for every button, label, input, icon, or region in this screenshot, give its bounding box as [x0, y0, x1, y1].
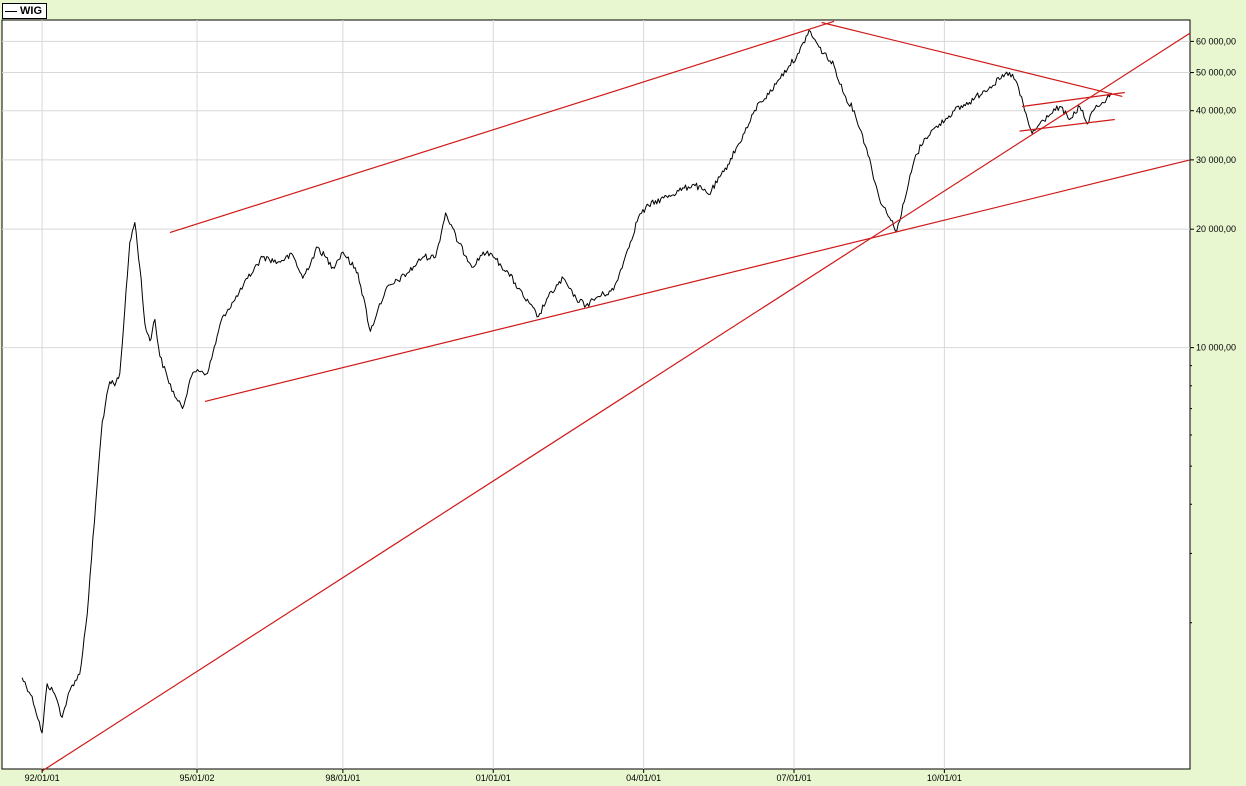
series-layer: [21, 29, 1113, 734]
x-tick-label: 10/01/01: [927, 773, 962, 783]
y-tick-label: 30 000,00: [1196, 155, 1236, 165]
x-tick-label: 98/01/01: [325, 773, 360, 783]
legend-label: WIG: [20, 5, 42, 17]
x-tick-label: 01/01/01: [476, 773, 511, 783]
x-tick-label: 95/01/02: [179, 773, 214, 783]
x-tick-label: 92/01/01: [25, 773, 60, 783]
trendline: [41, 32, 1191, 772]
y-tick-label: 50 000,00: [1196, 68, 1236, 78]
trendline: [169, 20, 835, 234]
trendline-layer: [41, 20, 1191, 772]
trendline: [1022, 91, 1125, 108]
x-tick-label: 07/01/01: [776, 773, 811, 783]
plot-area: [1, 19, 1191, 770]
y-axis: 10 000,00 20 000,00 30 000,00 40 000,00 50 0…: [1190, 36, 1236, 624]
y-tick-label: 20 000,00: [1196, 224, 1236, 234]
y-tick-label: 10 000,00: [1196, 343, 1236, 353]
legend: WIG: [2, 3, 47, 19]
y-tick-label: 60 000,00: [1196, 36, 1236, 46]
trendline: [204, 159, 1191, 402]
legend-swatch: [5, 10, 17, 12]
trendline: [821, 21, 1123, 97]
y-tick-label: 40 000,00: [1196, 106, 1236, 116]
x-axis: 92/01/01 95/01/02 98/01/01 01/01/01 04/01/01…: [25, 769, 962, 783]
x-tick-label: 04/01/01: [626, 773, 661, 783]
trendline: [1019, 118, 1115, 132]
series-line-wig: [21, 29, 1113, 734]
